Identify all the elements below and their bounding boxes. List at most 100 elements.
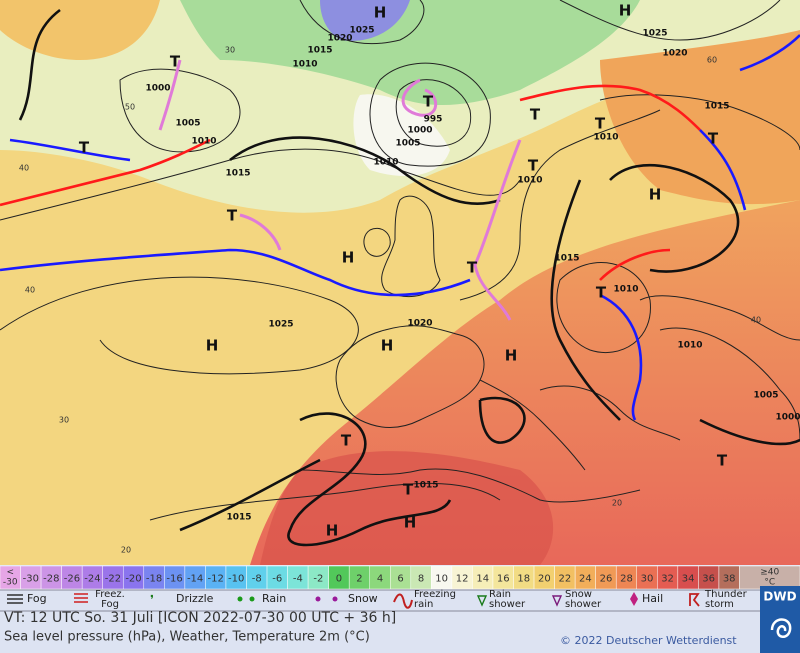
scale-label: -10 [228,574,244,585]
legend-label: rain [414,599,433,610]
pressure-center: H [381,337,394,355]
legend-label: Hail [642,592,663,605]
pressure-center: H [342,249,355,267]
scale-label: -30 [23,574,39,585]
pressure-center: T [595,115,606,133]
isobar-label: 1020 [407,319,432,329]
temperature-scale: <-30 -30 -28 -26 -24 -22 -20 -18 -16 -14 -12 -10 -8-… [0,565,800,590]
scale-label: 20 [538,574,551,585]
occluded-front [401,78,438,117]
isobar-label: 1020 [662,49,687,59]
coastline [335,325,485,428]
warm-front [599,248,671,281]
scale-label: < [6,568,14,578]
legend-label: storm [705,599,734,610]
legend-icon [332,596,338,602]
isobar [659,327,800,441]
scale-label: -2 [313,574,323,585]
map-description: Sea level pressure (hPa), Weather, Tempe… [4,630,370,645]
scale-label: 4 [377,574,383,585]
scale-label: -8 [252,574,262,585]
coastline [639,295,800,341]
temperature-field [600,30,800,205]
pressure-center: T [170,53,181,71]
pressure-center: T [403,481,414,499]
scale-label: -20 [125,574,141,585]
occluded-front [473,139,522,321]
scale-label: -14 [187,574,203,585]
legend-icon [476,595,488,607]
pressure-center: T [530,106,541,124]
coastline [381,195,441,298]
scale-label: 28 [620,574,633,585]
trough [229,136,501,206]
legend-label: Snow [348,592,378,605]
pressure-center: H [649,186,662,204]
warm-front [519,84,701,131]
coastline [363,227,391,257]
pressure-center: T [341,432,352,450]
temperature-field [320,0,410,41]
pressure-center: H [505,347,518,365]
isobar-label: 1000 [145,84,170,94]
isobar-label: 1010 [677,341,702,351]
scale-label: -6 [272,574,282,585]
latitude-label: 60 [707,56,717,65]
scale-label: 34 [682,574,695,585]
legend-icon [315,596,321,602]
scale-label: 10 [435,574,448,585]
isobar-label: 995 [424,115,443,125]
trough [287,412,452,547]
legend-icon [74,593,88,603]
legend-icon [237,596,243,602]
latitude-label: 30 [225,46,235,55]
coastline [539,385,681,441]
symbol-legend: Fog Freez. Fog ❜ Drizzle Rain Snow Freez… [7,589,748,610]
latitude-label: 40 [25,286,35,295]
scale-label: 26 [600,574,613,585]
isobar [599,94,800,151]
isobar [119,68,241,153]
copyright: © 2022 Deutscher Wetterdienst [560,634,737,647]
legend-label: Rain [262,592,286,605]
legend-label: shower [489,599,526,610]
isobar-label: 1010 [613,285,638,295]
pressure-center: T [423,93,434,111]
isobar-label: 1015 [704,102,729,112]
isobar-label: 1000 [775,413,800,423]
pressure-center: T [708,130,719,148]
scale-label: 30 [641,574,654,585]
isobar [395,79,472,147]
scale-label: 18 [517,574,530,585]
scale-label: 16 [497,574,510,585]
pressure-center: T [467,259,478,277]
isobar [369,62,491,167]
isobar-label: 1005 [175,119,200,129]
scale-label: -24 [84,574,100,585]
isobar-label: 1015 [413,481,438,491]
coastline [459,109,661,301]
map-labels: H 1025 1020 1015 1010 1000 T 1005 1010 T… [19,2,800,555]
legend-label: Drizzle [176,592,214,605]
logo-icon [770,618,792,638]
trough [179,458,321,532]
latitude-label: 20 [121,546,131,555]
scale-label: 12 [456,574,469,585]
scale-label: -12 [208,574,224,585]
legend-label: Snow [565,589,592,600]
legend-icon [689,593,700,607]
legend-label: Freezing [414,589,456,600]
valid-time: VT: 12 UTC So. 31 Juli [ICON 2022-07-30 … [4,610,396,626]
legend-label: Fog [101,599,119,610]
isobar-label: 1010 [593,133,618,143]
legend-icon [249,596,255,602]
temperature-field [0,0,160,60]
pressure-center: H [206,337,219,355]
logo-text: DWD [763,590,796,604]
isobar-label: 1010 [373,158,398,168]
scale-label: °C [764,578,775,588]
isobar [149,482,501,521]
isobar [0,148,521,221]
